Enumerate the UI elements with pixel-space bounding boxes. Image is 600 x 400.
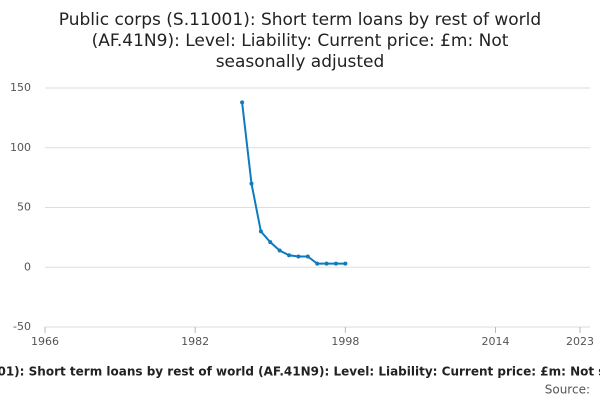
y-tick-label: 50 bbox=[17, 201, 31, 214]
point bbox=[287, 253, 292, 258]
point bbox=[324, 261, 329, 266]
y-tick-label: 100 bbox=[10, 141, 31, 154]
point bbox=[333, 261, 338, 266]
chart-title: seasonally adjusted bbox=[216, 52, 385, 72]
x-tick-label: 2023 bbox=[566, 335, 594, 348]
y-tick-label: 0 bbox=[24, 260, 31, 273]
chart-title: Public corps (S.11001): Short term loans… bbox=[59, 10, 541, 30]
point bbox=[277, 248, 282, 253]
point bbox=[305, 254, 310, 259]
point bbox=[296, 254, 301, 259]
y-tick-label: -50 bbox=[13, 320, 31, 333]
x-tick-label: 1966 bbox=[31, 335, 59, 348]
chart-title: (AF.41N9): Level: Liability: Current pri… bbox=[92, 31, 509, 51]
point bbox=[249, 181, 254, 186]
point bbox=[240, 100, 245, 105]
point bbox=[268, 240, 273, 245]
source: Source: bbox=[545, 383, 590, 397]
x-tick-label: 1998 bbox=[331, 335, 359, 348]
x-tick-label: 1982 bbox=[181, 335, 209, 348]
x-axis-label: Public corps (S.11001): Short term loans… bbox=[0, 365, 600, 379]
y-tick-label: 150 bbox=[10, 81, 31, 94]
x-tick-label: 2014 bbox=[482, 335, 510, 348]
line bbox=[241, 102, 346, 265]
point bbox=[343, 261, 348, 266]
point bbox=[315, 261, 320, 266]
point bbox=[258, 229, 263, 234]
